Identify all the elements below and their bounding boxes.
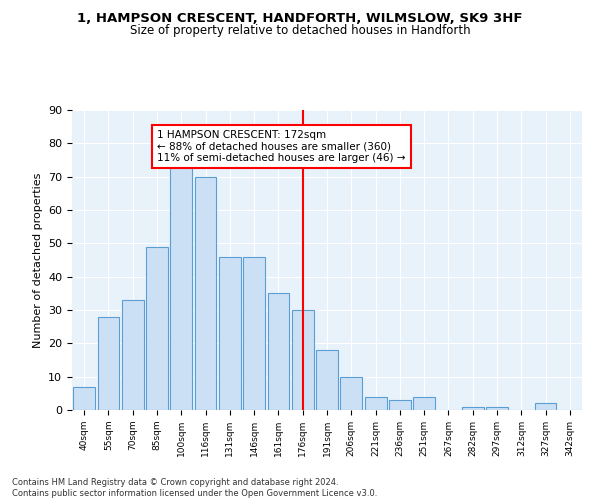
Bar <box>365 396 386 410</box>
Bar <box>535 404 556 410</box>
Bar <box>292 310 314 410</box>
Bar <box>316 350 338 410</box>
Bar <box>219 256 241 410</box>
Text: 1 HAMPSON CRESCENT: 172sqm
← 88% of detached houses are smaller (360)
11% of sem: 1 HAMPSON CRESCENT: 172sqm ← 88% of deta… <box>157 130 406 163</box>
Bar <box>243 256 265 410</box>
Bar <box>146 246 168 410</box>
Y-axis label: Number of detached properties: Number of detached properties <box>32 172 43 348</box>
Text: Contains HM Land Registry data © Crown copyright and database right 2024.
Contai: Contains HM Land Registry data © Crown c… <box>12 478 377 498</box>
Bar <box>268 294 289 410</box>
Bar <box>73 386 95 410</box>
Bar <box>462 406 484 410</box>
Text: 1, HAMPSON CRESCENT, HANDFORTH, WILMSLOW, SK9 3HF: 1, HAMPSON CRESCENT, HANDFORTH, WILMSLOW… <box>77 12 523 26</box>
Bar <box>340 376 362 410</box>
Bar <box>97 316 119 410</box>
Text: Size of property relative to detached houses in Handforth: Size of property relative to detached ho… <box>130 24 470 37</box>
Bar <box>122 300 143 410</box>
Bar <box>170 166 192 410</box>
Bar <box>194 176 217 410</box>
Bar <box>413 396 435 410</box>
Bar <box>486 406 508 410</box>
Bar <box>389 400 411 410</box>
